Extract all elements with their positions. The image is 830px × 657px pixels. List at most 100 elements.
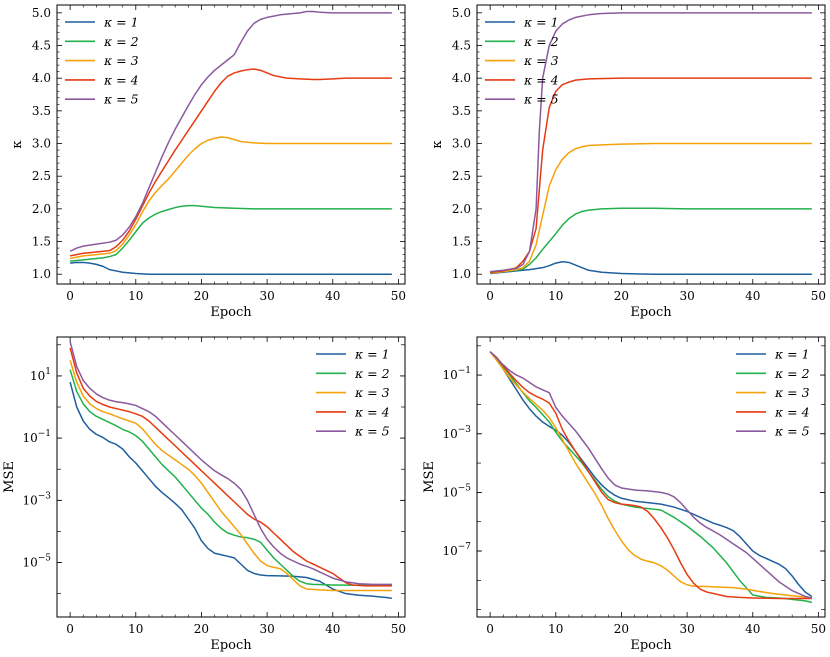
x-tick-label: 50 [811,289,826,303]
legend-label-kappa-2: κ = 2 [523,34,559,49]
legend-label-kappa-1: κ = 1 [523,15,559,30]
y-tick-label: 3.0 [32,137,51,151]
y-tick-label: 3.5 [452,104,471,118]
y-tick-label: 3.5 [32,104,51,118]
x-tick-label: 10 [548,622,563,636]
series-group [69,341,392,600]
y-tick-label: 4.0 [452,71,471,85]
legend-label-kappa-4: κ = 4 [103,72,139,87]
legend: κ = 1 κ = 2 κ = 3 κ = 4 κ = 5 [736,347,810,439]
x-tick-label: 30 [679,289,694,303]
series-line-kappa-5 [69,341,392,586]
x-tick-label: 50 [391,622,406,636]
axes-frame [56,4,406,285]
legend-label-kappa-5: κ = 5 [103,92,139,107]
series-line-kappa-3 [69,360,392,592]
x-tick-label: 20 [614,622,629,636]
legend-label-kappa-5: κ = 5 [354,424,390,439]
y-tick-label: 2.5 [452,169,471,183]
legend-label-kappa-3: κ = 3 [354,385,390,400]
x-tick-label: 20 [194,622,209,636]
y-axis-label: MSE [2,461,17,493]
series-line-kappa-2 [490,207,812,274]
series-line-kappa-5 [489,351,813,599]
y-tick-label: 5.0 [32,6,51,20]
panel-top-right: 0 10 20 30 40 50 1.0 1.5 2.0 2.5 3.0 3.5 4.0 4.5 5.0 Ep… [430,4,826,320]
legend-label-kappa-2: κ = 2 [354,366,390,381]
series-line-kappa-2 [70,204,392,262]
legend-label-kappa-5: κ = 5 [774,424,810,439]
y-tick-label: 4.5 [32,39,51,53]
series-line-kappa-1 [70,261,392,275]
y-tick-label: 10−5 [22,554,51,570]
y-tick-label: 10−5 [442,483,471,499]
x-axis-label: Epoch [210,305,252,320]
y-axis-label: MSE [422,461,437,493]
y-tick-label: 4.5 [452,39,471,53]
series-group [69,10,392,275]
legend-label-kappa-4: κ = 4 [354,404,390,419]
x-tick-label: 40 [745,289,760,303]
legend-label-kappa-3: κ = 3 [103,53,139,68]
series-line-kappa-3 [489,351,812,599]
x-tick-label: 40 [745,622,760,636]
x-tick-label: 10 [128,622,143,636]
series-line-kappa-5 [69,10,392,253]
x-tick-label: 30 [679,622,694,636]
legend-label-kappa-4: κ = 4 [774,404,810,419]
y-tick-label: 3.0 [452,137,471,151]
x-tick-label: 20 [194,289,209,303]
x-tick-label: 10 [548,289,563,303]
axes-frame [476,4,826,285]
series-group [489,351,813,604]
series-line-kappa-1 [490,261,812,275]
x-tick-label: 0 [66,622,74,636]
y-tick-label: 2.0 [32,202,51,216]
y-tick-label: 1.0 [32,267,51,281]
y-tick-label: 1.0 [452,267,471,281]
legend-label-kappa-1: κ = 1 [774,347,810,362]
x-tick-label: 30 [259,289,274,303]
x-axis-label: Epoch [630,305,672,320]
x-tick-label: 0 [486,289,494,303]
legend: κ = 1 κ = 2 κ = 3 κ = 4 κ = 5 [485,15,559,107]
y-tick-label: 10−1 [442,366,471,382]
series-line-kappa-2 [489,351,813,604]
x-tick-label: 50 [811,622,826,636]
panel-bottom-right: 0 10 20 30 40 50 10−7 10−5 10−3 10−1 Epoch MSE κ = 1… [422,336,826,653]
y-tick-label: 10−1 [22,429,51,445]
legend-label-kappa-2: κ = 2 [774,366,810,381]
x-tick-label: 0 [66,289,74,303]
x-tick-label: 10 [128,289,143,303]
x-tick-label: 40 [325,289,340,303]
y-tick-label: 2.0 [452,202,471,216]
x-axis-label: Epoch [630,638,672,653]
legend-label-kappa-1: κ = 1 [354,347,390,362]
legend-label-kappa-1: κ = 1 [103,15,139,30]
y-tick-label: 1.5 [452,235,471,249]
series-line-kappa-4 [69,347,392,587]
x-axis-label: Epoch [210,638,252,653]
axes-frame [56,336,406,618]
x-tick-label: 40 [325,622,340,636]
series-line-kappa-1 [489,351,813,598]
y-tick-label: 5.0 [452,6,471,20]
legend-label-kappa-3: κ = 3 [774,385,810,400]
series-line-kappa-4 [490,77,812,273]
legend: κ = 1 κ = 2 κ = 3 κ = 4 κ = 5 [316,347,390,439]
series-line-kappa-1 [69,381,392,600]
series-line-kappa-4 [489,351,812,600]
y-tick-label: 10−3 [442,425,471,441]
series-line-kappa-5 [490,12,812,273]
x-tick-label: 30 [259,622,274,636]
series-group [490,12,812,275]
series-line-kappa-3 [490,142,812,274]
legend-label-kappa-3: κ = 3 [523,53,559,68]
y-tick-label: 1.5 [32,235,51,249]
legend-label-kappa-2: κ = 2 [103,34,139,49]
y-tick-label: 4.0 [32,71,51,85]
series-line-kappa-2 [69,369,392,587]
y-axis-label: κ [10,140,25,148]
